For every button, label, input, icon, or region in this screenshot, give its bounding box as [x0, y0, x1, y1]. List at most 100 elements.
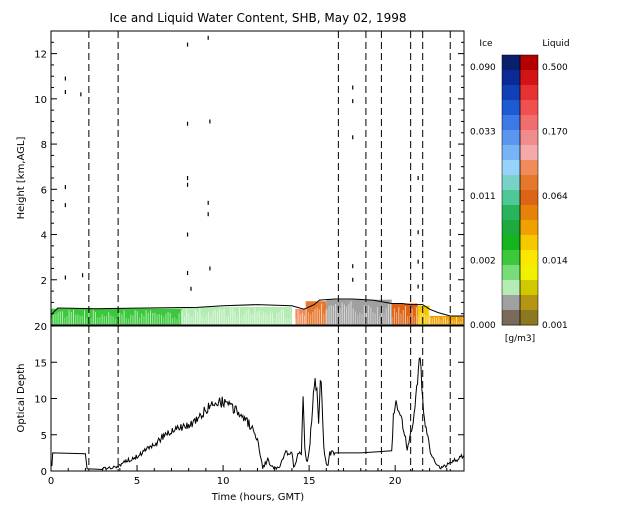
cloud-texture	[453, 320, 455, 325]
cloud-texture	[212, 310, 214, 325]
colorbar-ice-swatch	[502, 235, 520, 251]
ice-point	[209, 266, 211, 271]
cloud-texture	[81, 315, 83, 325]
cloud-texture	[267, 315, 269, 325]
cloud-texture	[190, 316, 192, 325]
heatmap-frame	[50, 30, 465, 326]
cloud-texture	[194, 309, 196, 325]
cloud-texture	[241, 317, 243, 325]
cloud-texture	[106, 315, 107, 325]
cloud-texture	[274, 317, 276, 325]
cloud-texture	[460, 321, 462, 325]
colorbar-ice-swatch	[502, 220, 520, 236]
cloud-texture	[343, 304, 345, 325]
cloud-texture	[368, 305, 370, 325]
optical-depth-series	[51, 357, 464, 471]
colorbar-liquid-swatch	[520, 295, 538, 311]
optical-depth-xlabel: Time (hours, GMT)	[211, 492, 305, 503]
ice-point	[417, 259, 419, 264]
colorbar-ice-scale	[502, 55, 520, 326]
ice-point	[186, 176, 189, 180]
y-tick-label: 6	[41, 185, 47, 196]
ice-point	[186, 121, 189, 126]
cloud-texture	[216, 311, 218, 325]
colorbar-ice-tick: 0.002	[470, 257, 496, 267]
cloud-texture	[223, 309, 225, 325]
cloud-texture	[205, 315, 207, 325]
cloud-texture	[84, 310, 85, 325]
cloud-texture	[165, 313, 167, 325]
cloud-texture	[238, 308, 240, 325]
cloud-texture	[269, 310, 271, 325]
ice-point	[186, 42, 189, 47]
cloud-texture	[260, 314, 262, 325]
cloud-texture	[352, 308, 354, 325]
cloud-texture	[429, 317, 431, 325]
colorbar-ice-header: Ice	[479, 39, 493, 49]
dashed-lines-top	[88, 31, 451, 325]
cloud-texture	[92, 309, 94, 325]
cloud-texture	[99, 317, 101, 325]
cloud-texture	[335, 303, 337, 325]
cloud-texture	[112, 316, 114, 325]
ice-point	[64, 203, 66, 208]
optical-depth-x-ticks: 0 5 10 15 20	[48, 465, 448, 487]
cloud-texture	[234, 310, 236, 325]
colorbar-ice-swatch	[502, 70, 520, 86]
colorbar-liquid-tick: 0.014	[542, 257, 568, 267]
y-tick-label: 12	[34, 50, 47, 61]
cloud-segment	[181, 306, 292, 325]
cloud-texture	[79, 315, 81, 325]
cloud-texture	[147, 312, 149, 325]
cloud-texture	[390, 301, 392, 325]
cloud-texture	[252, 314, 254, 325]
cloud-texture	[359, 312, 361, 325]
cloud-texture	[291, 311, 293, 325]
cloud-texture	[348, 303, 350, 325]
colorbar-liquid-swatch	[520, 220, 538, 236]
ice-point	[352, 85, 354, 90]
cloud-texture	[256, 311, 258, 325]
colorbar-liquid-swatch	[520, 205, 538, 221]
cloud-texture	[68, 309, 70, 325]
cloud-segment	[391, 303, 418, 325]
y-tick-label: 10	[34, 95, 47, 106]
cloud-texture	[438, 317, 440, 325]
ice-point	[352, 99, 354, 104]
cloud-texture	[73, 309, 74, 325]
cloud-texture	[426, 315, 428, 325]
cloud-texture	[400, 313, 402, 325]
colorbar-liquid-swatch	[520, 100, 538, 116]
y-tick-label: 0	[41, 467, 47, 478]
heatmap-ylabel: Height [km,AGL]	[16, 137, 27, 220]
ice-point	[186, 232, 189, 237]
cloud-texture	[271, 312, 273, 325]
cloud-texture	[163, 317, 165, 325]
cloud-texture	[337, 309, 339, 325]
cloud-texture	[325, 310, 327, 325]
ice-point	[81, 273, 84, 278]
colorbar-ice-swatch	[502, 250, 520, 266]
cloud-texture	[285, 317, 287, 325]
colorbar-liquid-tick: 0.170	[542, 128, 568, 138]
cloud-texture	[245, 310, 247, 325]
cloud-texture	[55, 313, 57, 325]
colorbar-ice-swatch	[502, 85, 520, 101]
colorbar-units: [g/m3]	[505, 334, 535, 344]
cloud-texture	[332, 305, 334, 325]
colorbar-liquid-tick: 0.064	[542, 192, 568, 202]
cloud-texture	[188, 312, 190, 325]
colorbar-liquid-swatch	[520, 145, 538, 161]
cloud-texture	[158, 314, 160, 325]
cloud-texture	[289, 318, 291, 325]
cloud-texture	[130, 314, 132, 325]
colorbar-ice-swatch	[502, 190, 520, 206]
dashed-lines-bottom	[88, 326, 451, 471]
x-tick-label: 0	[48, 476, 54, 487]
cloud-texture	[387, 304, 389, 325]
cloud-texture	[183, 316, 185, 325]
cloud-texture	[301, 312, 303, 325]
chart-title: Ice and Liquid Water Content, SHB, May 0…	[110, 11, 407, 25]
colorbar-ice-swatch	[502, 100, 520, 116]
